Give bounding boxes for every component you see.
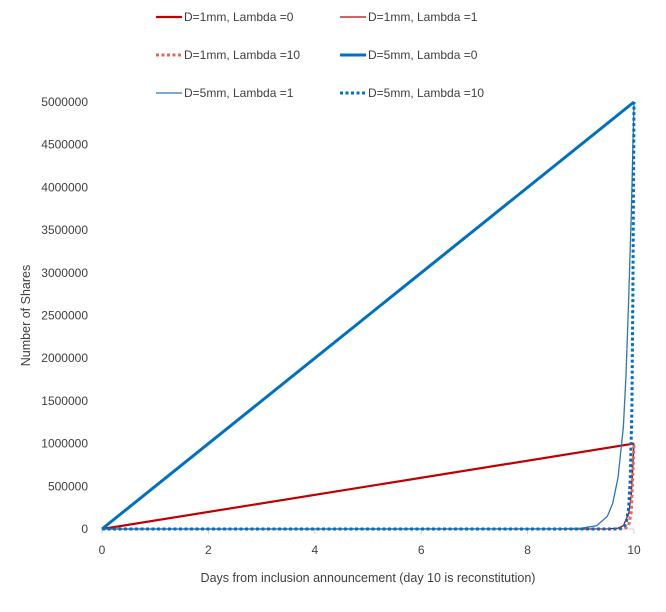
legend-label: D=1mm, Lambda =10 — [184, 48, 300, 62]
x-tick-label: 4 — [311, 543, 318, 557]
legend-item: D=1mm, Lambda =1 — [340, 10, 478, 24]
series-line-6 — [102, 101, 636, 531]
x-tick-label: 8 — [524, 543, 531, 557]
y-tick-label: 2000000 — [41, 351, 88, 365]
legend-label: D=1mm, Lambda =1 — [368, 10, 478, 24]
axes: 0 500000 1000000 1500000 2000000 2500000 30000… — [41, 95, 641, 557]
x-tick-label: 6 — [418, 543, 425, 557]
y-tick-label: 0 — [81, 522, 88, 536]
legend-item: D=5mm, Lambda =1 — [156, 86, 294, 100]
y-tick-label: 1500000 — [41, 394, 88, 408]
legend-label: D=1mm, Lambda =0 — [184, 10, 294, 24]
legend-item: D=1mm, Lambda =10 — [156, 48, 300, 62]
y-tick-label: 2500000 — [41, 309, 88, 323]
x-axis-title: Days from inclusion announcement (day 10… — [201, 571, 536, 585]
y-tick-label: 1000000 — [41, 437, 88, 451]
x-tick-label: 0 — [99, 543, 106, 557]
legend-label: D=5mm, Lambda =1 — [184, 86, 294, 100]
legend-item: D=5mm, Lambda =10 — [340, 86, 484, 100]
legend-label: D=5mm, Lambda =10 — [368, 86, 484, 100]
series-line-3 — [102, 443, 636, 531]
legend-item: D=5mm, Lambda =0 — [340, 48, 478, 62]
series-line-1 — [101, 442, 635, 531]
y-tick-label: 4500000 — [41, 138, 88, 152]
series-line-4 — [101, 100, 635, 531]
series-layer — [101, 100, 636, 531]
y-tick-label: 3500000 — [41, 223, 88, 237]
legend: D=1mm, Lambda =0 D=1mm, Lambda =1 D=1mm, L… — [156, 10, 484, 100]
y-tick-label: 4000000 — [41, 180, 88, 194]
y-tick-label: 3000000 — [41, 266, 88, 280]
legend-item: D=1mm, Lambda =0 — [156, 10, 294, 24]
x-tick-label: 10 — [627, 543, 641, 557]
y-axis-title: Number of Shares — [19, 265, 33, 366]
y-tick-label: 500000 — [48, 479, 88, 493]
x-tick-label: 2 — [205, 543, 212, 557]
legend-label: D=5mm, Lambda =0 — [368, 48, 478, 62]
y-tick-label: 5000000 — [41, 95, 88, 109]
